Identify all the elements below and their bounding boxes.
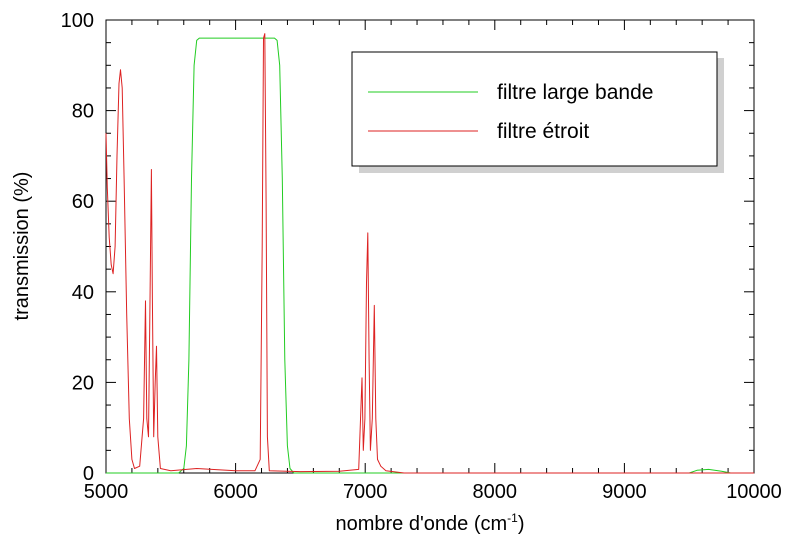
x-tick-label: 7000 [343,481,388,503]
y-tick-label: 60 [72,191,94,213]
x-axis-label-close: ) [518,513,525,535]
y-axis-label: transmission (%) [11,172,33,321]
x-axis-label-main: nombre d'onde (cm [335,513,507,535]
legend-box [351,51,718,167]
series-line-large-bande [106,37,754,474]
x-tick-label: 8000 [473,481,518,503]
x-axis-label: nombre d'onde (cm-1) [335,511,524,535]
x-tick-label: 9000 [602,481,647,503]
y-tick-label: 80 [72,101,94,123]
x-axis-label-superscript: -1 [507,511,518,525]
axis-tick-labels: 5000 6000 7000 8000 9000 10000 0 20 40 60 80 100 [61,10,782,503]
legend: filtre large bande filtre étroit [351,51,724,173]
x-tick-label: 6000 [213,481,258,503]
axis-ticks [105,19,755,474]
y-tick-label: 20 [72,372,94,394]
legend-label-large-bande: filtre large bande [497,81,653,104]
x-tick-label: 5000 [84,481,129,503]
series-line-etroit [105,33,754,474]
y-tick-label: 40 [72,282,94,304]
legend-label-etroit: filtre étroit [497,120,589,143]
y-tick-label: 0 [83,463,94,485]
y-tick-label: 100 [61,10,94,32]
series-lines [105,33,754,474]
x-tick-label: 10000 [726,481,782,503]
